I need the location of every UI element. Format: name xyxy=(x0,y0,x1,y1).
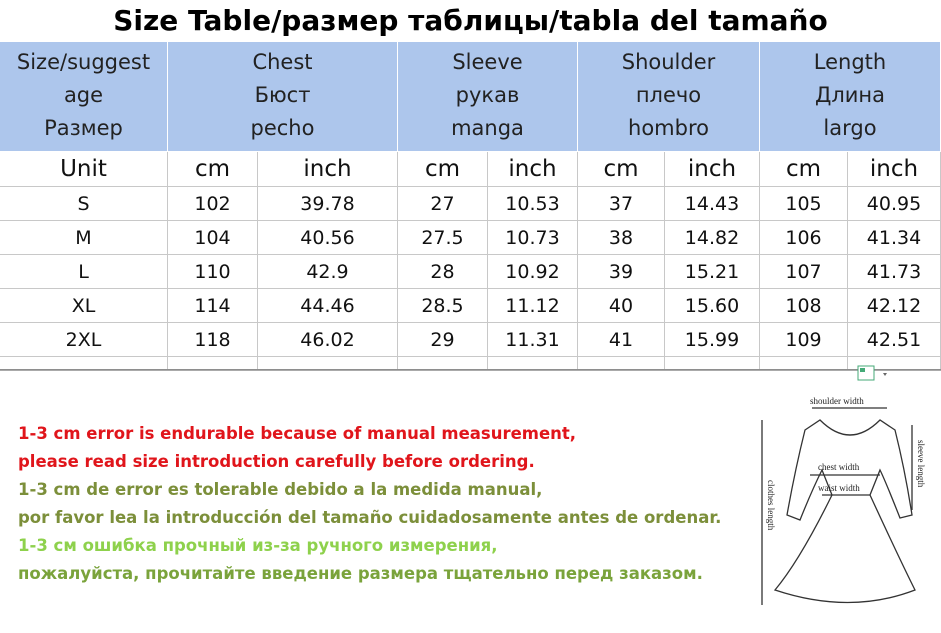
table-cell: 39 xyxy=(578,255,665,289)
table-cell: 105 xyxy=(760,187,848,221)
sheet-icon xyxy=(857,365,887,381)
table-cell: 15.21 xyxy=(665,255,760,289)
table-cell: 46.02 xyxy=(258,323,398,357)
table-cell: 28 xyxy=(398,255,488,289)
table-cell: 15.99 xyxy=(665,323,760,357)
header-cell: Size/suggest age Размер xyxy=(0,42,168,152)
table-cell: 15.60 xyxy=(665,289,760,323)
note-line: por favor lea la introducción del tamaño… xyxy=(18,508,722,527)
header-line: age xyxy=(63,83,104,107)
table-cell: 28.5 xyxy=(398,289,488,323)
note-line: пожалуйста, прочитайте введение размера … xyxy=(18,564,703,583)
note-line: 1-3 cm error is endurable because of man… xyxy=(18,424,577,443)
diagram-label: sleeve length xyxy=(916,440,926,488)
header-line: pecho xyxy=(250,116,315,140)
table-cell: 40.56 xyxy=(258,221,398,255)
table-cell: XL xyxy=(0,289,168,323)
notes: 1-3 cm error is endurable because of man… xyxy=(18,420,721,588)
table-cell: 110 xyxy=(168,255,258,289)
table-cell: L xyxy=(0,255,168,289)
table-cell: 41 xyxy=(578,323,665,357)
note-line: 1-3 см ошибка прочный из-за ручного изме… xyxy=(18,536,498,555)
table-cell: 118 xyxy=(168,323,258,357)
unit-cell: cm xyxy=(168,152,258,187)
dress xyxy=(761,407,916,605)
table-cell: 37 xyxy=(578,187,665,221)
header-line: Shoulder xyxy=(621,50,716,74)
table-cell: 11.12 xyxy=(488,289,578,323)
table-cell: S xyxy=(0,187,168,221)
table-cell: 27 xyxy=(398,187,488,221)
header-line: Length xyxy=(813,50,887,74)
table-cell: 10.53 xyxy=(488,187,578,221)
header-line: Chest xyxy=(252,50,313,74)
header-line: Бюст xyxy=(254,83,311,107)
table-cell: 109 xyxy=(760,323,848,357)
header-line: largo xyxy=(823,116,877,140)
table-cell: 14.43 xyxy=(665,187,760,221)
note-line: 1-3 cm de error es tolerable debido a la… xyxy=(18,480,543,499)
table-cell: 10.92 xyxy=(488,255,578,289)
table-cell: 38 xyxy=(578,221,665,255)
table-cell: 44.46 xyxy=(258,289,398,323)
table-cell: 29 xyxy=(398,323,488,357)
table-cell: 14.82 xyxy=(665,221,760,255)
diagram-label: shoulder width xyxy=(810,396,864,406)
table-cell: 42.9 xyxy=(258,255,398,289)
header-line: Sleeve xyxy=(452,50,523,74)
header-cell: Length Длина largo xyxy=(760,42,941,152)
unit-cell: cm xyxy=(398,152,488,187)
diagram-label: chest width xyxy=(818,462,860,472)
unit-cell: inch xyxy=(488,152,578,187)
diagram-labels: shoulder width sleeve length chest width wa… xyxy=(766,396,926,531)
header-line: manga xyxy=(451,116,524,140)
unit-cell: inch xyxy=(665,152,760,187)
header-line: плечо xyxy=(635,83,702,107)
table-cell: 40 xyxy=(578,289,665,323)
unit-cell: cm xyxy=(578,152,665,187)
table-cell: 108 xyxy=(760,289,848,323)
header-cell: Shoulder плечо hombro xyxy=(578,42,760,152)
table-cell: 104 xyxy=(168,221,258,255)
header-cell: Sleeve рукав manga xyxy=(398,42,578,152)
table-cell: 10.73 xyxy=(488,221,578,255)
table-cell: 39.78 xyxy=(258,187,398,221)
header-line: Длина xyxy=(814,83,886,107)
table-cell: 114 xyxy=(168,289,258,323)
table-cell: 11.31 xyxy=(488,323,578,357)
header-line: Размер xyxy=(44,116,123,140)
diagram-label: waist width xyxy=(818,483,860,493)
header-line: рукав xyxy=(455,83,520,107)
header-line: hombro xyxy=(628,116,709,140)
table-cell: 27.5 xyxy=(398,221,488,255)
unit-cell: inch xyxy=(258,152,398,187)
table-cell: 107 xyxy=(760,255,848,289)
table-cell: 106 xyxy=(760,221,848,255)
table-cell: 102 xyxy=(168,187,258,221)
header-cell: Chest Бюст pecho xyxy=(168,42,398,152)
table-cell: 2XL xyxy=(0,323,168,357)
diagram-label: clothes length xyxy=(766,480,776,531)
note-line: please read size introduction carefully … xyxy=(18,452,535,471)
unit-cell: Unit xyxy=(0,152,168,187)
header-line: Size/suggest xyxy=(16,50,151,74)
unit-cell: cm xyxy=(760,152,848,187)
table-cell: M xyxy=(0,221,168,255)
